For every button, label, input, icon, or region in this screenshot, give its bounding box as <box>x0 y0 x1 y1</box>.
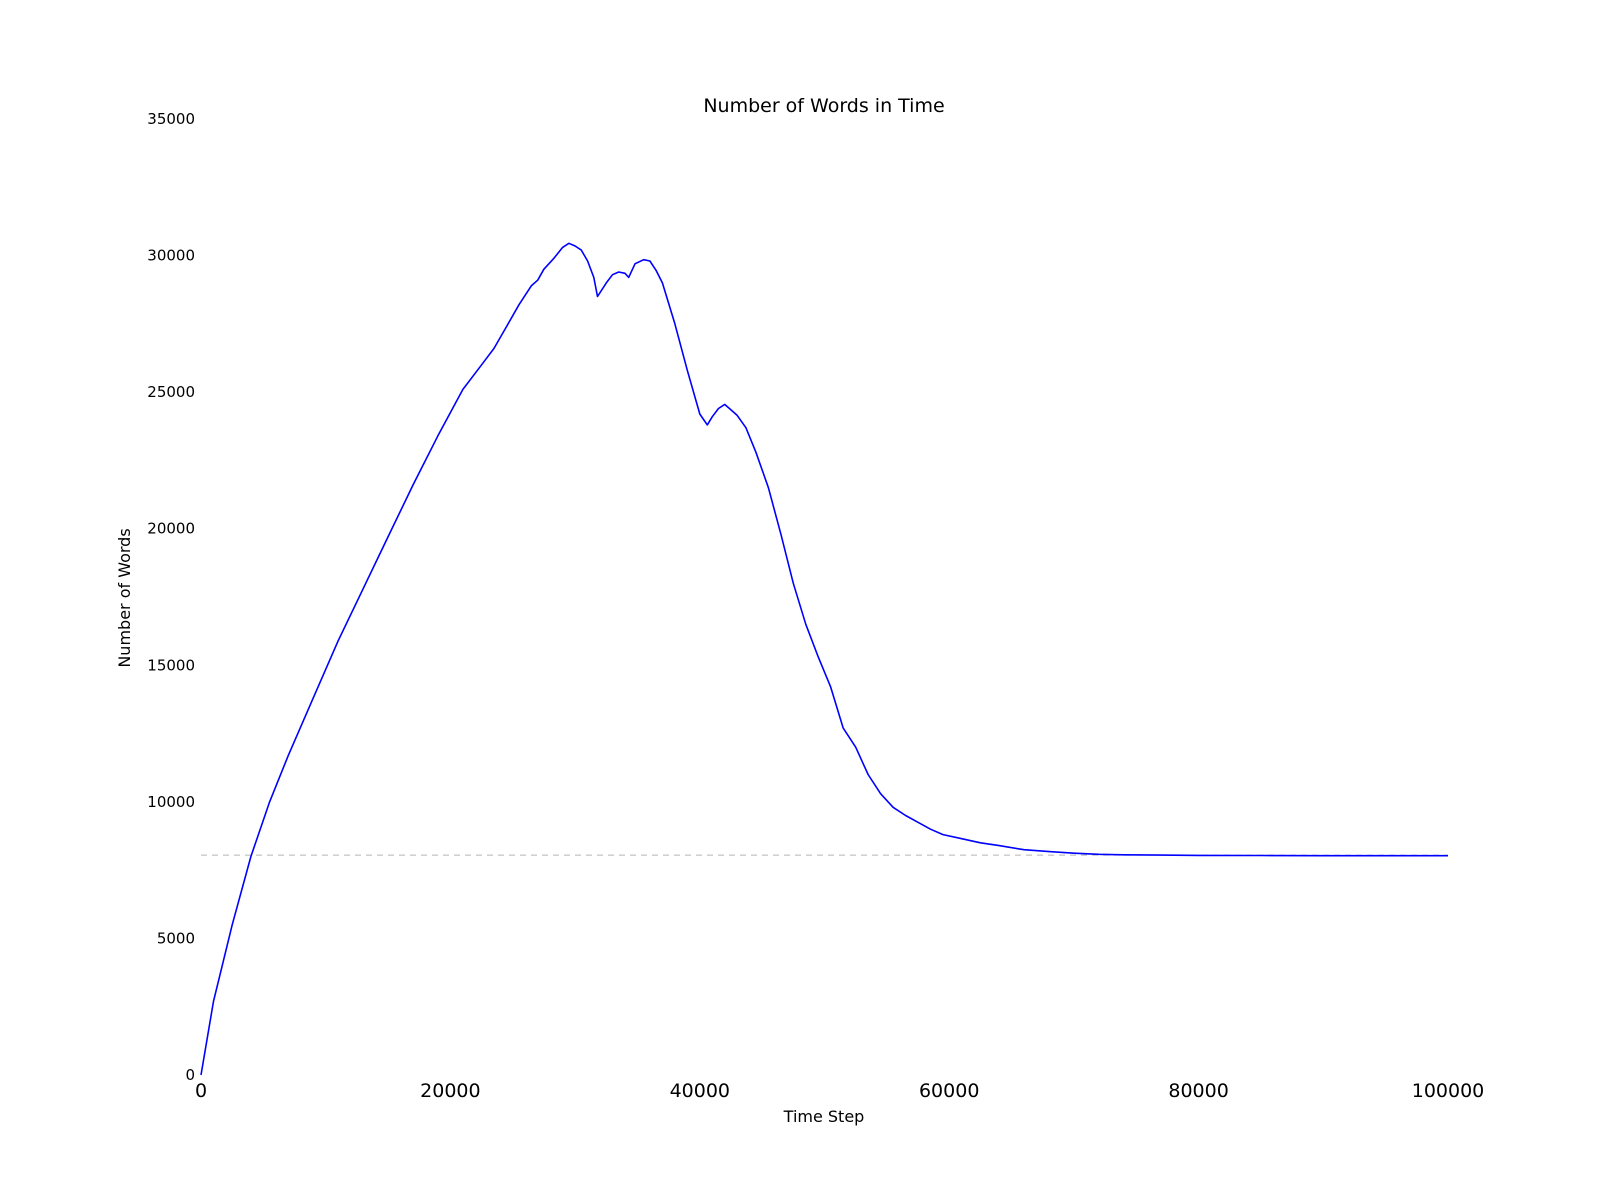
y-tick-label: 35000 <box>147 110 195 128</box>
x-tick-label: 100000 <box>1412 1080 1485 1102</box>
y-tick-label: 30000 <box>147 247 195 265</box>
y-tick-label: 15000 <box>147 656 195 674</box>
y-tick-label: 0 <box>185 1066 195 1084</box>
y-axis-label: Number of Words <box>115 528 134 667</box>
x-axis-label: Time Step <box>783 1107 865 1126</box>
x-tick-label: 0 <box>195 1080 207 1102</box>
x-tick-label: 20000 <box>420 1080 480 1102</box>
x-axis-ticks: 0 20000 40000 60000 80000 100000 <box>195 1080 1484 1102</box>
chart-title: Number of Words in Time <box>703 95 944 117</box>
y-tick-label: 5000 <box>157 929 195 947</box>
y-tick-label: 10000 <box>147 793 195 811</box>
series-line <box>200 242 1448 1076</box>
y-axis-ticks: 0 5000 10000 15000 20000 25000 30000 35000 <box>147 110 195 1084</box>
x-tick-label: 80000 <box>1168 1080 1228 1102</box>
y-tick-label: 20000 <box>147 520 195 538</box>
x-tick-label: 60000 <box>919 1080 979 1102</box>
y-tick-label: 25000 <box>147 383 195 401</box>
x-tick-label: 40000 <box>670 1080 730 1102</box>
